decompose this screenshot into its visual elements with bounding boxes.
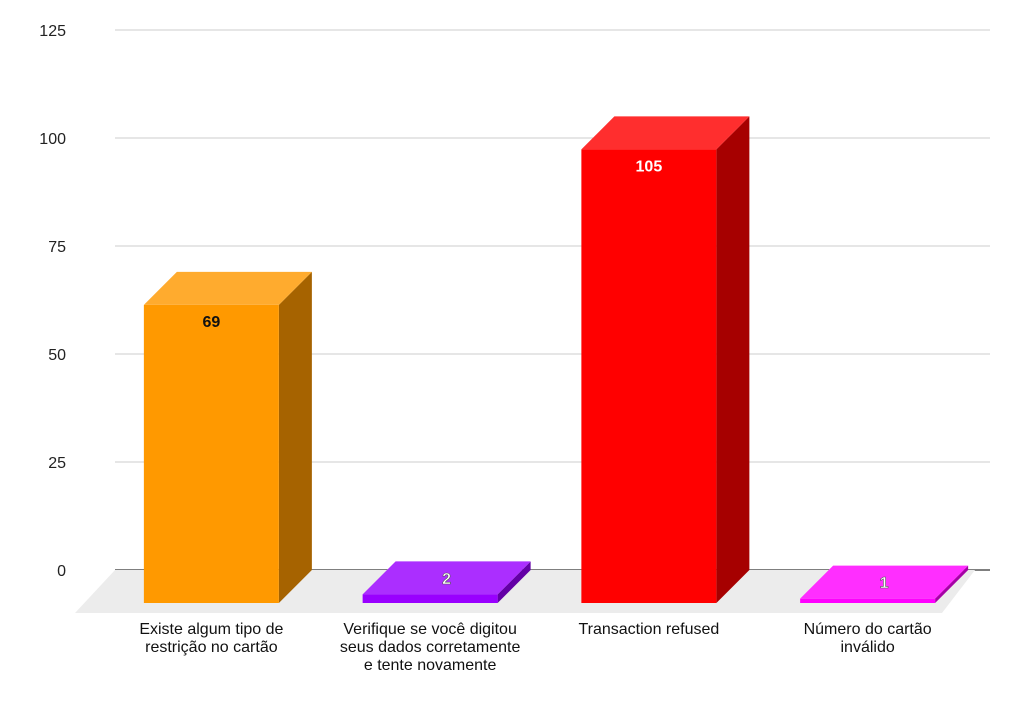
bar-side-face	[935, 565, 969, 603]
bar-side-face	[278, 271, 312, 603]
category-label-line: e tente novamente	[364, 657, 497, 674]
bar	[800, 565, 969, 603]
category-label-line: Verifique se você digitou	[343, 621, 516, 638]
bar	[143, 271, 312, 603]
data-label: 69	[202, 314, 220, 331]
bar-front-face	[143, 304, 279, 603]
category-label: Transaction refused	[578, 621, 719, 638]
y-tick-label: 50	[48, 347, 66, 364]
category-label-line: seus dados corretamente	[340, 639, 521, 656]
category-label-line: Número do cartão	[804, 621, 932, 638]
bar	[362, 561, 531, 603]
bar-front-face	[362, 594, 498, 603]
y-tick-label: 0	[57, 563, 66, 580]
y-tick-label: 125	[39, 23, 66, 40]
data-labels: 69 2 105 1	[202, 158, 888, 592]
x-axis-categories: Existe algum tipo de restrição no cartão V…	[139, 621, 931, 674]
bar-top-face	[143, 271, 312, 305]
bar-side-face	[497, 561, 531, 603]
bar-front-face	[581, 149, 717, 603]
bar-front-face	[800, 598, 936, 603]
bar-top-face	[800, 565, 969, 599]
bar	[581, 116, 750, 604]
bar-top-face	[362, 561, 531, 595]
category-label-line: Transaction refused	[578, 621, 719, 638]
category-label: Existe algum tipo de restrição no cartão	[139, 621, 283, 656]
bars	[143, 116, 969, 604]
bar-side-face	[716, 116, 750, 604]
y-tick-label: 25	[48, 455, 66, 472]
bar-top-face	[581, 116, 750, 150]
y-tick-label: 75	[48, 239, 66, 256]
data-label: 2	[442, 571, 451, 588]
data-label: 105	[636, 158, 663, 175]
y-tick-label: 100	[39, 131, 66, 148]
y-axis-ticks: 0 25 50 75 100 125	[39, 23, 66, 580]
data-label: 1	[880, 575, 889, 592]
category-label: Número do cartão inválido	[804, 621, 932, 656]
category-label-line: Existe algum tipo de	[139, 621, 283, 638]
category-label-line: restrição no cartão	[145, 639, 278, 656]
category-label-line: inválido	[840, 639, 894, 656]
category-label: Verifique se você digitou seus dados corr…	[340, 621, 521, 674]
